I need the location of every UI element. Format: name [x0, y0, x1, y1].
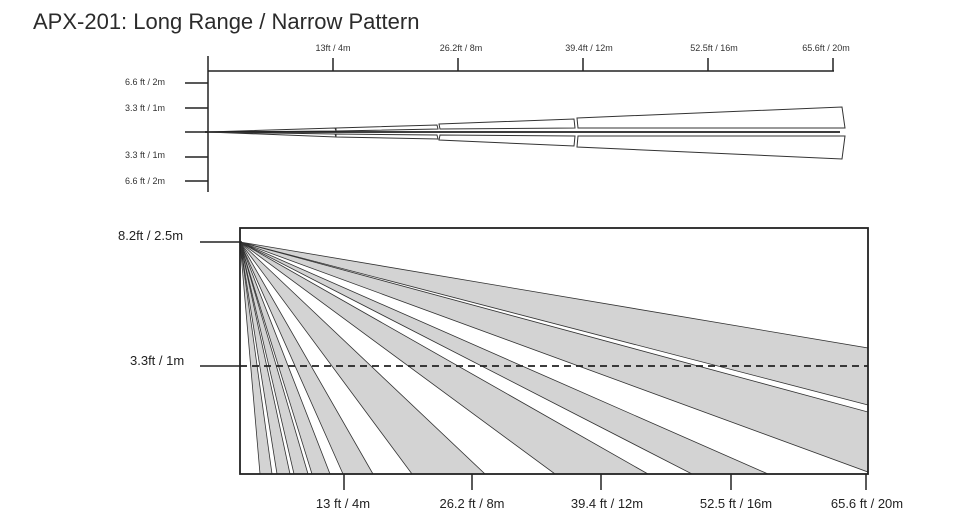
side-zones	[239, 241, 869, 475]
top-view: 13ft / 4m 26.2ft / 8m 39.4ft / 12m 52.5f…	[125, 43, 850, 192]
page-title: APX-201: Long Range / Narrow Pattern	[33, 9, 420, 34]
top-zone-lower-4	[576, 135, 846, 160]
top-zone-upper-3	[438, 118, 576, 130]
top-dist-label-3: 39.4ft / 12m	[565, 43, 613, 53]
top-width-label-2: 3.3 ft / 1m	[125, 103, 165, 113]
target-height-label: 3.3ft / 1m	[130, 353, 184, 368]
top-zone-lower-2	[335, 133, 439, 140]
top-zone-upper-4	[576, 106, 846, 129]
side-dist-label-1: 13 ft / 4m	[316, 496, 370, 511]
side-dist-label-2: 26.2 ft / 8m	[439, 496, 504, 511]
top-dist-label-1: 13ft / 4m	[315, 43, 350, 53]
side-dist-label-5: 65.6 ft / 20m	[831, 496, 903, 511]
top-dist-label-4: 52.5ft / 16m	[690, 43, 738, 53]
top-zone-upper-2	[335, 124, 439, 132]
top-dist-label-2: 26.2ft / 8m	[440, 43, 483, 53]
top-zone-lower-3	[438, 134, 576, 147]
top-dist-label-5: 65.6ft / 20m	[802, 43, 850, 53]
top-width-label-4: 6.6 ft / 2m	[125, 176, 165, 186]
mount-height-label: 8.2ft / 2.5m	[118, 228, 183, 243]
top-width-label-1: 6.6 ft / 2m	[125, 77, 165, 87]
side-view: 8.2ft / 2.5m 3.3ft / 1m 13 ft / 4m 26.2 …	[118, 227, 903, 511]
top-width-label-3: 3.3 ft / 1m	[125, 150, 165, 160]
side-dist-label-3: 39.4 ft / 12m	[571, 496, 643, 511]
side-view-frame	[239, 227, 869, 475]
side-dist-label-4: 52.5 ft / 16m	[700, 496, 772, 511]
